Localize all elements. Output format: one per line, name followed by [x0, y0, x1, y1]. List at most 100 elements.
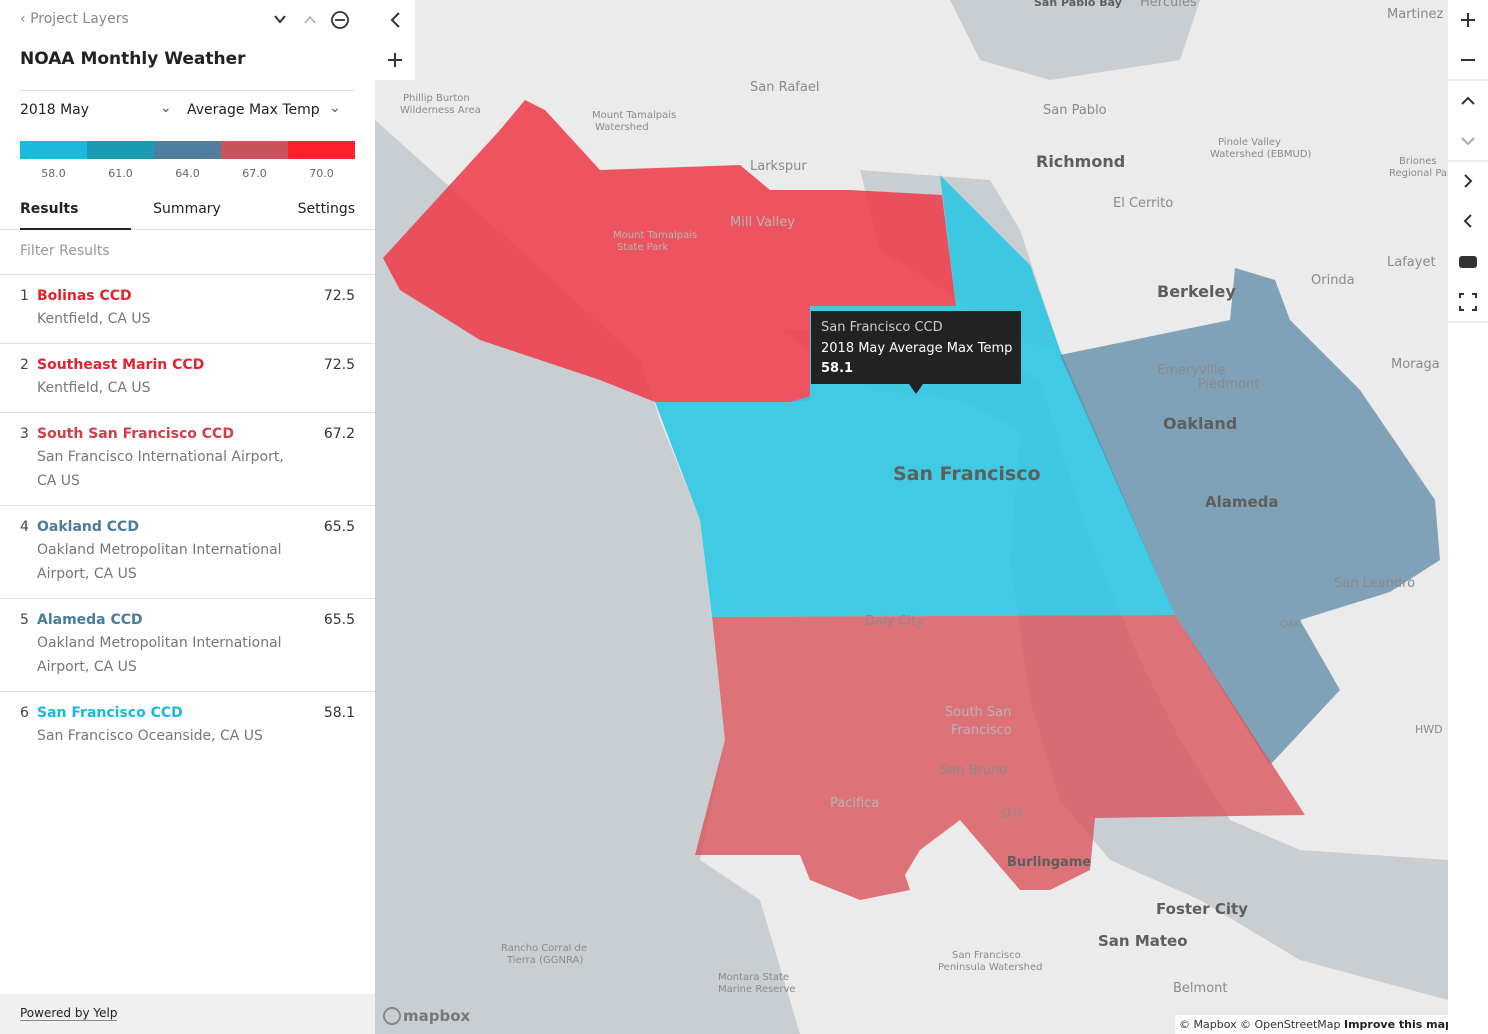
place-label: Watershed (EBMUD) [1210, 149, 1312, 160]
place-label: Richmond [1036, 152, 1125, 171]
place-label: Mount Tamalpais [592, 110, 676, 121]
result-row[interactable]: 6 San Francisco CCD San Francisco Oceansid… [0, 691, 375, 760]
legend-label: 58.0 [41, 167, 66, 180]
up-button[interactable] [304, 15, 316, 24]
san-pablo-bay [950, 0, 1200, 80]
place-label: Daly City [865, 614, 924, 629]
result-name: South San Francisco CCD [37, 426, 234, 442]
place-label: San Francisco [952, 950, 1021, 961]
place-label: Emeryville [1157, 363, 1225, 378]
place-label: Oakland [1163, 414, 1237, 433]
place-label: Piedmont [1198, 377, 1259, 392]
result-rank: 4 [20, 519, 29, 535]
place-label: San Mateo [1098, 932, 1188, 950]
period-select[interactable]: 2018 May [20, 102, 90, 118]
legend-label: 67.0 [242, 167, 267, 180]
result-location: San Francisco International Airport, CA … [37, 449, 284, 489]
mapbox-logo-icon [383, 1007, 401, 1025]
filter-border [0, 274, 375, 275]
remove-button[interactable] [331, 11, 349, 29]
place-label: Rancho Corral de [501, 943, 587, 954]
tab[interactable]: Results [20, 201, 79, 217]
metric-select[interactable]: Average Max Temp [187, 102, 320, 118]
tilt-down[interactable] [1461, 137, 1475, 146]
zoom-in[interactable] [1461, 13, 1475, 27]
place-label: Foster City [1156, 900, 1248, 918]
attribution-improve[interactable]: Improve this map [1344, 1018, 1448, 1031]
region-oakland[interactable] [1060, 268, 1440, 765]
place-label: San Pablo [1043, 103, 1107, 118]
place-labels: San Pablo Bay Hercules Martinez San Rafael S… [400, 0, 1448, 996]
tab-border [0, 229, 375, 230]
place-label: HWD [1415, 723, 1443, 736]
place-label: San Bruno [940, 763, 1007, 778]
place-label: Moraga [1391, 357, 1440, 372]
legend-swatch [154, 141, 221, 159]
legend-label: 64.0 [175, 167, 200, 180]
mapbox-logo[interactable]: mapbox [403, 1007, 471, 1025]
back-link[interactable]: ‹ Project Layers [20, 11, 129, 27]
result-value: 58.1 [323, 705, 355, 721]
place-label: Berkeley [1157, 282, 1236, 301]
tilt-up[interactable] [1461, 96, 1475, 105]
place-label: Hercules [1140, 0, 1197, 10]
result-location: San Francisco Oceanside, CA US [37, 728, 263, 744]
legend-labels: 58.0 61.0 64.0 67.0 70.0 [20, 167, 355, 181]
footer-link[interactable]: Powered by Yelp [20, 1006, 118, 1021]
place-label: San Rafael [750, 80, 819, 95]
result-value: 67.2 [323, 426, 355, 442]
add-layer-button[interactable] [388, 53, 402, 67]
ocean [375, 120, 800, 1034]
tooltip-box [811, 311, 1021, 384]
collapse-button[interactable] [390, 12, 400, 28]
divider [20, 90, 355, 91]
tooltip-title: 2018 May Average Max Temp [821, 341, 1012, 356]
place-label: El Cerrito [1113, 196, 1173, 211]
result-row[interactable]: 2 Southeast Marin CCD Kentfield, CA US 72.5 [0, 343, 375, 412]
region-peninsula[interactable] [695, 615, 1305, 900]
legend-swatch [87, 141, 154, 159]
attribution-mapbox[interactable]: © Mapbox [1179, 1018, 1237, 1031]
result-row[interactable]: 4 Oakland CCD Oakland Metropolitan Interna… [0, 505, 375, 598]
legend-swatch [221, 141, 288, 159]
place-label: Montara State [718, 972, 789, 983]
rotate-left[interactable] [1463, 214, 1472, 228]
legend-swatch [288, 141, 355, 159]
place-label: Alameda [1205, 493, 1279, 511]
result-location: Kentfield, CA US [37, 380, 151, 396]
region-marin[interactable] [383, 100, 956, 402]
place-label: Pacifica [830, 796, 879, 811]
tooltip: San Francisco CCD 2018 May Average Max T… [811, 311, 1021, 394]
metric-caret: ⌄ [329, 100, 341, 116]
legend-swatch [20, 141, 87, 159]
result-name: San Francisco CCD [37, 705, 183, 721]
row-divider [0, 598, 375, 599]
drive-mode[interactable] [1459, 256, 1477, 268]
layer-title: NOAA Monthly Weather [20, 49, 246, 69]
result-row[interactable]: 3 South San Francisco CCD San Francisco In… [0, 412, 375, 505]
result-value: 65.5 [323, 612, 355, 628]
rotate-right[interactable] [1464, 174, 1473, 188]
region-san-francisco[interactable] [655, 175, 1175, 617]
place-label: Larkspur [750, 159, 807, 174]
result-rank: 2 [20, 357, 29, 373]
result-row[interactable]: 1 Bolinas CCD Kentfield, CA US 72.5 [0, 274, 375, 343]
legend-label: 70.0 [309, 167, 334, 180]
period-caret: ⌄ [160, 100, 172, 116]
down-button[interactable] [274, 15, 286, 24]
attribution-bar [1175, 1015, 1448, 1034]
tab[interactable]: Settings [297, 201, 355, 217]
row-divider [0, 505, 375, 506]
result-rank: 6 [20, 705, 29, 721]
place-label: Regional Park [1389, 168, 1448, 179]
fullscreen[interactable] [1459, 293, 1477, 311]
place-label: Wilderness Area [400, 105, 481, 116]
attribution-osm[interactable]: © OpenStreetMap [1240, 1018, 1341, 1031]
result-value: 72.5 [323, 357, 355, 373]
tab[interactable]: Summary [153, 201, 221, 217]
filter-input[interactable]: Filter Results [20, 243, 110, 259]
result-value: 72.5 [323, 288, 355, 304]
result-row[interactable]: 5 Alameda CCD Oakland Metropolitan Interna… [0, 598, 375, 691]
map-right-controls [1448, 0, 1488, 1034]
row-divider [0, 412, 375, 413]
